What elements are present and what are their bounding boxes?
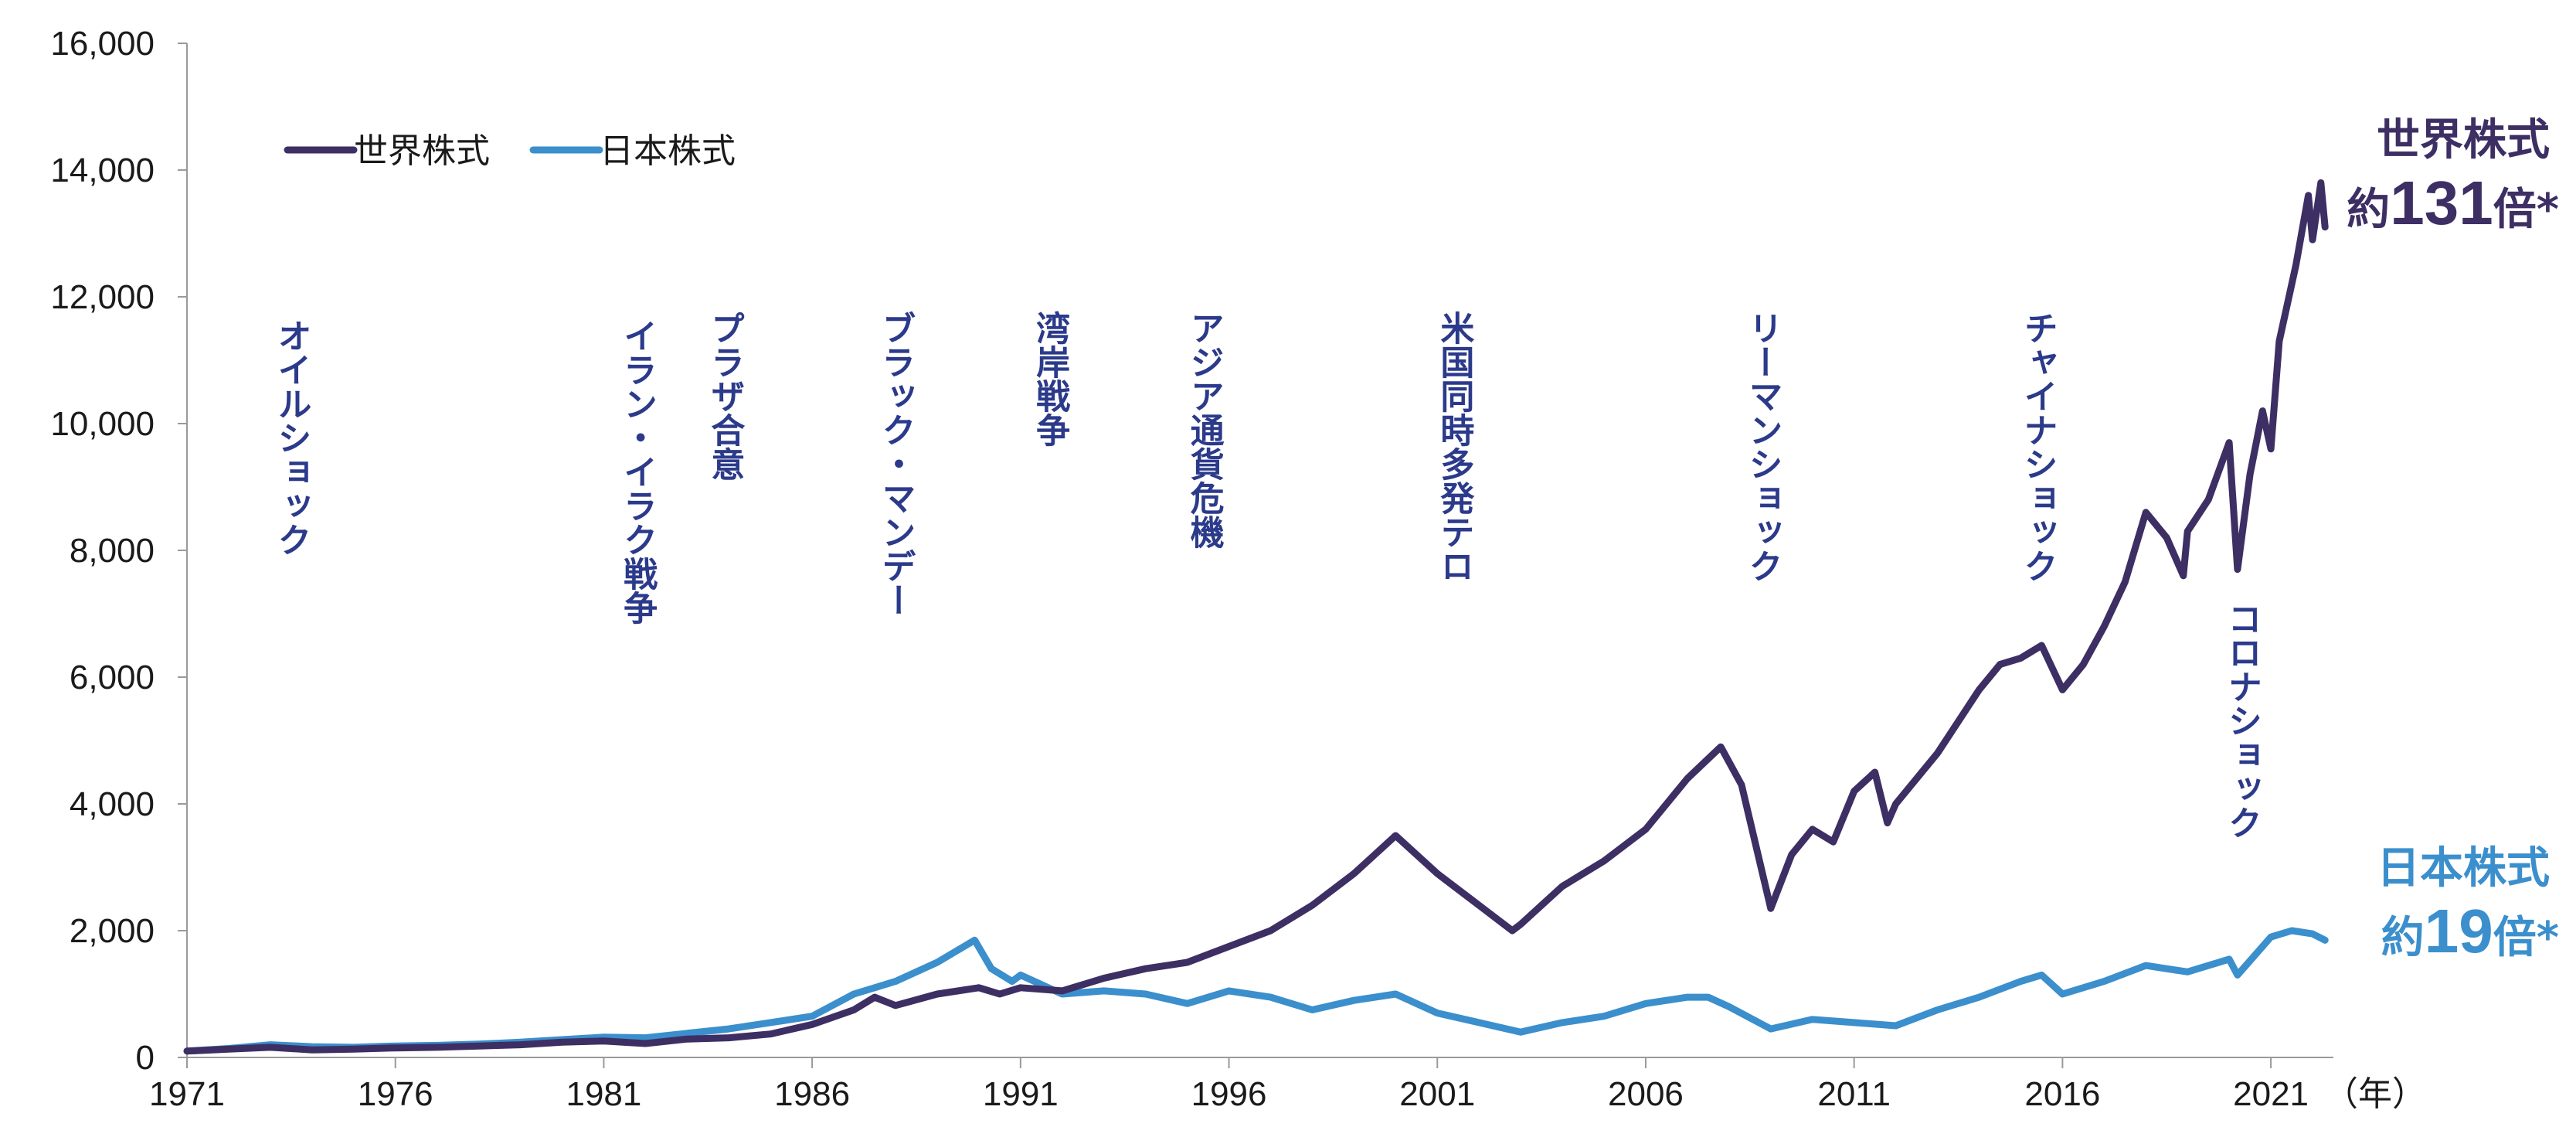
series-layer <box>183 179 2329 1055</box>
end-label-number: 19 <box>2425 897 2493 965</box>
y-tick-label: 8,000 <box>70 532 155 570</box>
x-tick-label: 1991 <box>983 1075 1059 1113</box>
event-label: ブラック・マンデー <box>876 311 916 617</box>
event-label: 湾岸戦争 <box>1030 310 1070 447</box>
x-axis-unit-label: （年） <box>2324 1074 2426 1114</box>
end-label-number: 131 <box>2390 169 2493 237</box>
series-line-world <box>183 179 2329 1055</box>
end-label-prefix: 約 <box>2347 185 2390 235</box>
x-tick-label: 1996 <box>1191 1075 1267 1113</box>
event-label: コロナショック <box>2222 601 2262 839</box>
x-tick-label: 2006 <box>1608 1075 1684 1113</box>
event-label: イラン・イラク戦争 <box>617 318 658 625</box>
x-tick-label: 1971 <box>149 1075 225 1113</box>
legend-label: 世界株式 <box>354 131 490 171</box>
y-tick-label: 14,000 <box>50 152 155 189</box>
end-label-title: 世界株式 <box>2377 115 2550 165</box>
y-tick-label: 16,000 <box>50 25 155 63</box>
x-tick-label: 2016 <box>2024 1075 2100 1113</box>
event-label: オイルショック <box>271 318 311 557</box>
x-tick-label: 2021 <box>2233 1075 2309 1113</box>
event-label: アジア通貨危機 <box>1184 311 1225 549</box>
y-tick-label: 10,000 <box>50 405 155 443</box>
end-label-multiplier: 約19倍* <box>2381 897 2559 965</box>
legend-label: 日本株式 <box>600 131 736 171</box>
event-label: チャイナショック <box>2018 311 2058 583</box>
end-label-suffix: 倍* <box>2493 913 2559 963</box>
event-label: 米国同時多発テロ <box>1434 311 1475 583</box>
x-tick-label: 2001 <box>1399 1075 1475 1113</box>
y-tick-label: 0 <box>136 1039 155 1077</box>
y-tick-label: 12,000 <box>50 278 155 316</box>
end-label-multiplier: 約131倍* <box>2347 169 2559 237</box>
end-label-prefix: 約 <box>2381 913 2425 963</box>
y-tick-label: 6,000 <box>70 659 155 696</box>
event-label: プラザ合意 <box>705 311 745 481</box>
series-line-japan <box>183 927 2329 1055</box>
x-tick-label: 1986 <box>774 1075 850 1113</box>
x-tick-label: 1976 <box>358 1075 433 1113</box>
end-label-suffix: 倍* <box>2493 185 2559 235</box>
event-label: リーマンショック <box>1742 311 1782 583</box>
x-tick-label: 1981 <box>566 1075 641 1113</box>
y-tick-label: 4,000 <box>70 785 155 823</box>
x-tick-label: 2011 <box>1817 1075 1891 1113</box>
event-annotations: オイルショック イラン・イラク戦争 プラザ合意 ブラック・マンデー 湾岸戦争 アジア通貨危… <box>271 310 2261 839</box>
end-label-title: 日本株式 <box>2377 843 2550 894</box>
axes: 0 2,000 4,000 6,000 8,000 10,000 12,000 14,000 1… <box>50 25 2426 1114</box>
legend: 世界株式 日本株式 <box>284 131 736 171</box>
y-tick-label: 2,000 <box>70 912 155 950</box>
